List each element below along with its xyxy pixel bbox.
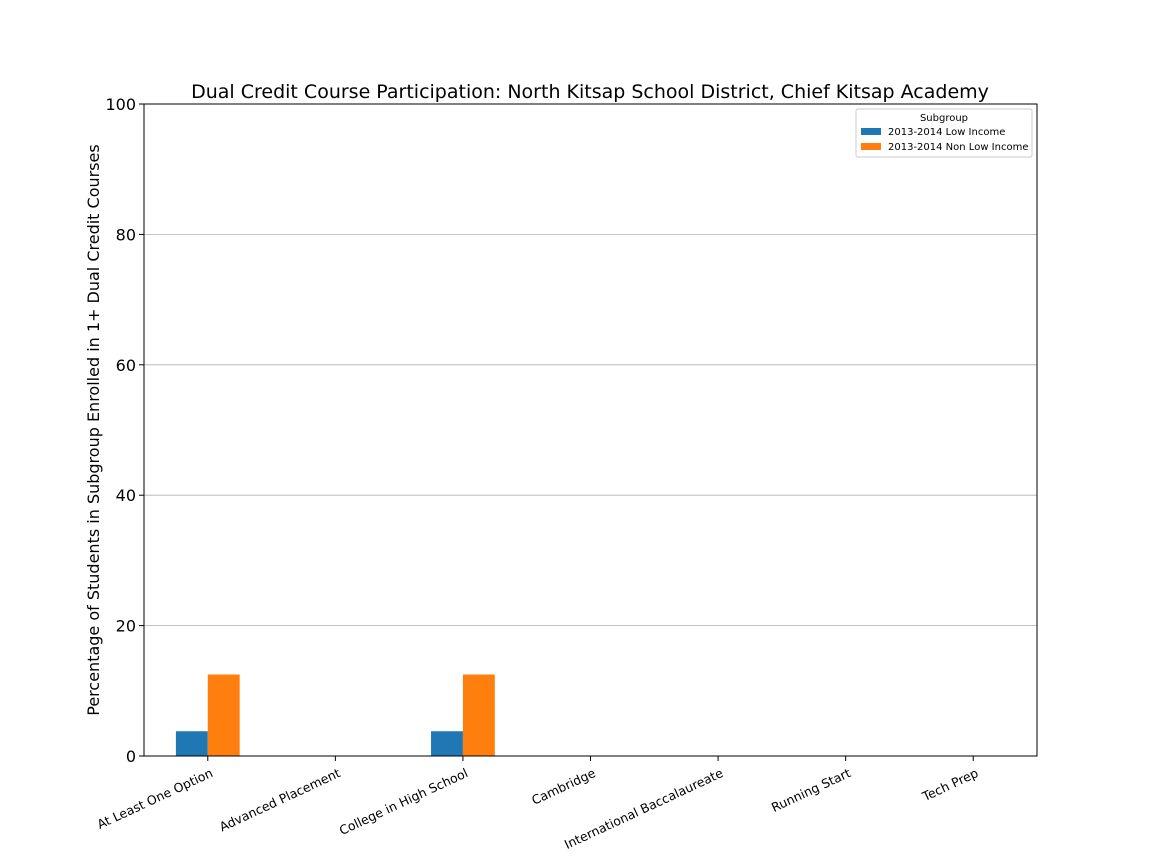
y-axis-label: Percentage of Students in Subgroup Enrol…: [84, 144, 103, 715]
legend: Subgroup 2013-2014 Low Income 2013-2014 N…: [855, 108, 1033, 158]
x-tick-label: Tech Prep: [919, 765, 980, 804]
legend-swatch: [861, 128, 881, 135]
bar: [175, 731, 208, 756]
plot-frame: [143, 103, 1038, 757]
y-tick-label: 100: [105, 95, 136, 114]
x-tick-label: College in High School: [337, 765, 470, 838]
y-axis-ticks: 0 20 40 60 80 100: [105, 95, 144, 766]
y-tick-label: 80: [116, 225, 136, 244]
y-tick-label: 60: [116, 356, 136, 375]
legend-swatch: [861, 143, 881, 150]
x-axis-ticks: At Least One Option Advanced PlacementCol…: [95, 756, 981, 852]
x-tick-label: Running Start: [769, 765, 853, 815]
bars: [175, 674, 495, 756]
legend-box: [855, 108, 1033, 158]
legend-title: Subgroup: [920, 113, 968, 124]
bar: [462, 674, 495, 756]
bar: [207, 674, 240, 756]
y-tick-label: 0: [126, 747, 136, 766]
x-tick-label: Cambridge: [529, 765, 598, 808]
chart-title: Dual Credit Course Participation: North …: [191, 81, 989, 103]
y-tick-label: 40: [116, 486, 136, 505]
x-tick-label: At Least One Option: [95, 765, 215, 832]
y-tick-label: 20: [116, 617, 136, 636]
x-tick-label: Advanced Placement: [217, 765, 343, 834]
legend-entry-label: 2013-2014 Non Low Income: [888, 142, 1028, 153]
legend-entry-label: 2013-2014 Low Income: [888, 127, 1005, 138]
grid-lines: [144, 233, 1037, 626]
bar: [431, 731, 463, 756]
